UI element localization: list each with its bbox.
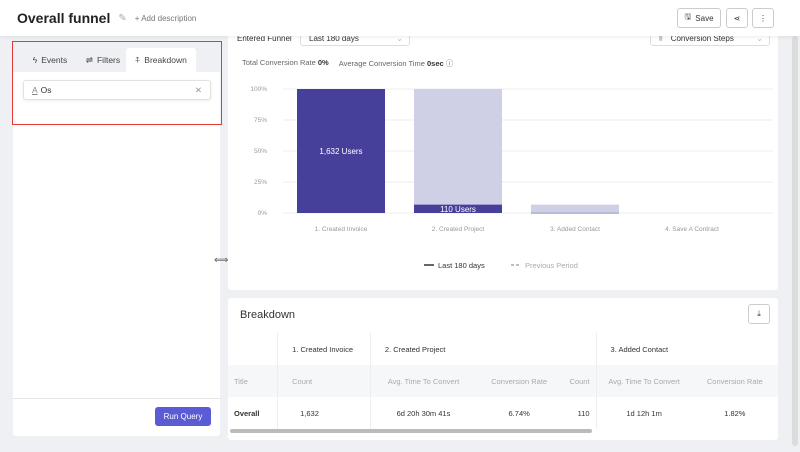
table-cell: 1d 12h 1m [626, 408, 662, 418]
query-tabs: ϟ Events ⇌ Filters ⍏ Breakdown [13, 40, 220, 72]
bar-chart-icon: ⫼ [659, 33, 663, 42]
info-icon[interactable]: ⓘ [445, 59, 454, 68]
table-row: Overall 1,632 6d 20h 30m 41s 6.74% 110 1d 12h… [228, 397, 778, 429]
previous-bar [531, 204, 619, 213]
query-panel: ϟ Events ⇌ Filters ⍏ Breakdown A Os ✕ [13, 40, 220, 436]
breakdown-table: 1. Created Invoice 2. Created Project 3. A… [228, 333, 778, 429]
y-tick-label: 75% [254, 117, 267, 124]
table-cell: 6d 20h 30m 41s [396, 408, 451, 418]
run-query-button[interactable]: Run Query [155, 407, 211, 426]
column-header: Count [562, 365, 597, 397]
x-tick-label: 1. Created Invoice [315, 226, 368, 233]
tab-label: Breakdown [144, 55, 187, 65]
bar [531, 212, 619, 214]
y-tick-label: 50% [254, 148, 267, 155]
total-conversion-label: Total Conversion Rate [242, 58, 316, 67]
breakdown-title: Breakdown [240, 309, 296, 321]
column-header: Title [228, 365, 279, 397]
tab-filters[interactable]: ⇌ Filters [79, 48, 127, 72]
legend-label: Last 180 days [438, 261, 485, 270]
x-tick-label: 3. Added Contact [550, 226, 600, 233]
save-icon: 🖫 [684, 12, 692, 21]
close-icon[interactable]: ✕ [194, 84, 202, 95]
avg-time: Average Conversion Time 0sec ⓘ [339, 58, 454, 69]
date-range-value: Last 180 days [309, 33, 359, 43]
tab-label: Events [41, 55, 68, 65]
breakdown-icon: ⍏ [135, 54, 141, 65]
legend-label: Previous Period [525, 261, 578, 270]
table-cell: 6.74% [508, 408, 530, 418]
chevron-down-icon: ⌄ [756, 33, 763, 43]
header: Overall funnel ✎ + Add description 🖫 Save… [0, 0, 800, 36]
x-tick-label: 4. Save A Contract [665, 226, 719, 233]
bar-data-label: 1,632 Users [319, 147, 362, 156]
column-header: Conversion Rate [706, 376, 763, 386]
resize-handle-icon[interactable]: ⟺ [214, 255, 229, 266]
breakdown-property-field[interactable]: A Os ✕ [23, 80, 211, 100]
y-tick-label: 0% [258, 210, 268, 217]
funnel-chart-card: Entered Funnel Last 180 days ⌄ ⫼ Conversio… [228, 25, 778, 290]
tab-events[interactable]: ϟ Events [25, 48, 75, 72]
column-header-row: Title Count Avg. Time To Convert Conversion… [228, 365, 778, 397]
view-mode-value: Conversion Steps [670, 33, 734, 43]
bar [414, 204, 502, 213]
add-description-link[interactable]: + Add description [134, 13, 197, 23]
bar [297, 89, 385, 213]
summary-row: Total Conversion Rate 0% Average Convers… [242, 58, 453, 69]
divider [13, 398, 220, 399]
breakdown-card: Breakdown ⤓ 1. Created Invoice 2. Created… [228, 298, 778, 440]
text-type-icon: A [32, 85, 38, 95]
vertical-scrollbar[interactable] [792, 36, 798, 446]
total-conversion-value: 0% [317, 58, 329, 67]
page-title: Overall funnel [17, 10, 111, 26]
entered-funnel-label: Entered Funnel [237, 34, 292, 43]
more-vertical-icon: ⋮ [759, 13, 767, 23]
share-icon: ⋖ [733, 13, 741, 23]
funnel-chart: 100% 75% 50% 25% 0% 1,632 Users 1. Created Inv… [250, 86, 773, 270]
title-row: Overall funnel ✎ + Add description [17, 10, 196, 26]
table-cell: 110 [562, 397, 597, 429]
column-header: Count [277, 365, 371, 397]
avg-time-value: 0sec [426, 59, 444, 68]
edit-pencil-icon[interactable]: ✎ [118, 12, 127, 24]
tab-breakdown[interactable]: ⍏ Breakdown [126, 48, 196, 72]
column-header: Avg. Time To Convert [608, 376, 680, 386]
x-tick-label: 2. Created Project [432, 226, 485, 233]
bar-data-label: 110 Users [440, 205, 476, 214]
column-header: Avg. Time To Convert [387, 376, 460, 386]
breakdown-value: Os [40, 85, 52, 95]
save-button[interactable]: 🖫 Save [677, 8, 721, 28]
table-cell: 1.82% [724, 408, 746, 418]
bolt-icon: ϟ [32, 55, 38, 65]
y-tick-label: 100% [250, 86, 267, 93]
horizontal-scrollbar[interactable] [230, 429, 592, 433]
chevron-down-icon: ⌄ [396, 33, 403, 43]
total-conversion: Total Conversion Rate 0% [242, 58, 329, 69]
y-tick-label: 25% [254, 179, 267, 186]
column-header: Conversion Rate [491, 376, 548, 386]
tab-label: Filters [96, 55, 121, 65]
group-header: 3. Added Contact [610, 344, 669, 354]
group-header: 1. Created Invoice [277, 333, 371, 365]
more-options-button[interactable]: ⋮ [752, 8, 774, 28]
download-button[interactable]: ⤓ [748, 304, 770, 324]
previous-bar [414, 89, 502, 213]
group-header-row: 1. Created Invoice 2. Created Project 3. A… [228, 333, 778, 365]
save-label: Save [695, 13, 714, 23]
avg-time-label: Average Conversion Time [338, 59, 425, 68]
table-cell: 1,632 [277, 397, 371, 429]
sliders-icon: ⇌ [85, 54, 93, 65]
group-header: 2. Created Project [370, 333, 597, 365]
table-cell: Overall [228, 397, 279, 429]
share-button[interactable]: ⋖ [726, 8, 748, 28]
download-icon: ⤓ [757, 309, 761, 318]
